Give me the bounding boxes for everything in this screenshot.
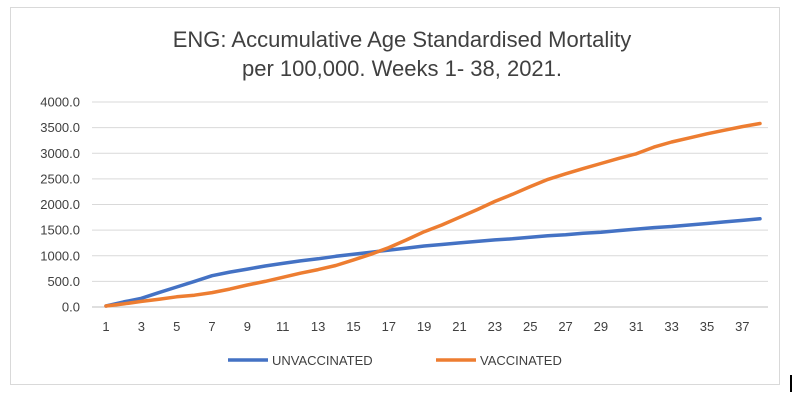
x-tick-label: 11 [276, 319, 290, 334]
x-axis-ticks: 1 3 5 7 9 11 13 15 17 19 21 23 25 27 29 31 33 35 37 [102, 319, 749, 334]
x-tick-label: 29 [594, 319, 608, 334]
x-tick-label: 15 [346, 319, 360, 334]
x-tick-label: 27 [558, 319, 572, 334]
x-tick-label: 13 [311, 319, 325, 334]
x-tick-label: 9 [244, 319, 251, 334]
x-tick-label: 7 [208, 319, 215, 334]
y-tick-label: 1000.0 [40, 248, 80, 263]
y-tick-label: 2500.0 [40, 171, 80, 186]
x-tick-label: 3 [138, 319, 145, 334]
series-line-vaccinated [104, 121, 762, 308]
x-tick-label: 21 [452, 319, 466, 334]
gridlines [92, 101, 768, 308]
legend: UNVACCINATED VACCINATED [228, 353, 562, 368]
x-tick-label: 31 [629, 319, 643, 334]
y-tick-label: 2000.0 [40, 197, 80, 212]
y-axis-ticks: 0.0 500.0 1000.0 1500.0 2000.0 2500.0 3000.0 35… [40, 95, 80, 315]
x-tick-label: 35 [700, 319, 714, 334]
x-tick-label: 19 [417, 319, 431, 334]
series-line-unvaccinated [104, 217, 762, 308]
chart-frame [10, 7, 780, 385]
y-tick-label: 3500.0 [40, 120, 80, 135]
y-tick-label: 0.0 [62, 300, 80, 315]
x-tick-label: 25 [523, 319, 537, 334]
x-tick-label: 1 [102, 319, 109, 334]
y-tick-label: 3000.0 [40, 146, 80, 161]
legend-label-unvaccinated: UNVACCINATED [272, 353, 373, 368]
x-tick-label: 23 [488, 319, 502, 334]
text-cursor [790, 375, 792, 392]
series-lines [104, 121, 762, 308]
x-tick-label: 5 [173, 319, 180, 334]
y-tick-label: 1500.0 [40, 223, 80, 238]
x-tick-label: 37 [735, 319, 749, 334]
x-tick-label: 17 [382, 319, 396, 334]
chart-title-line-1: ENG: Accumulative Age Standardised Morta… [173, 27, 632, 52]
y-tick-label: 4000.0 [40, 95, 80, 110]
chart-title-line-2: per 100,000. Weeks 1- 38, 2021. [242, 56, 562, 81]
y-tick-label: 500.0 [47, 274, 80, 289]
x-tick-label: 33 [664, 319, 678, 334]
legend-label-vaccinated: VACCINATED [480, 353, 562, 368]
